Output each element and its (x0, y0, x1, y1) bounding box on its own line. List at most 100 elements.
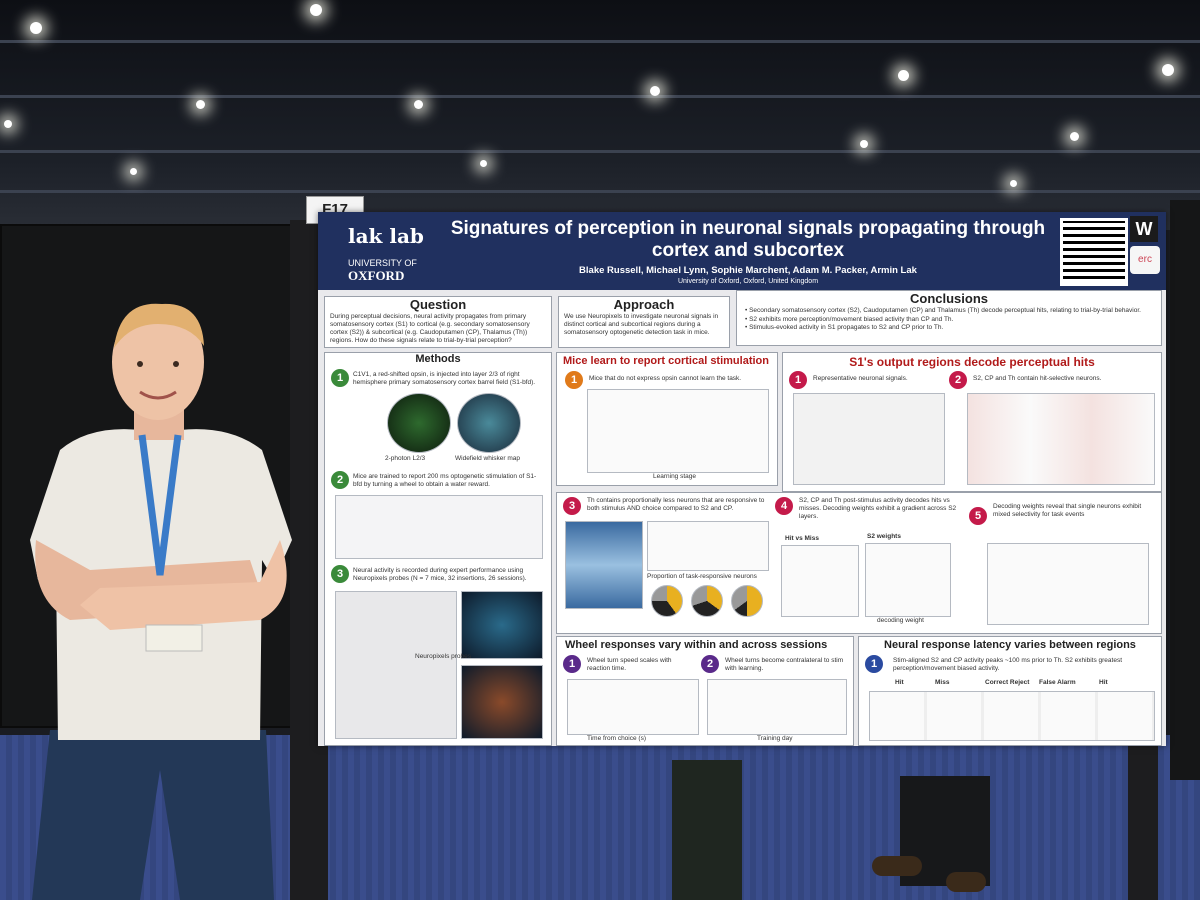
pie-chart-s2 (651, 585, 683, 617)
poster-board-right (1170, 200, 1200, 780)
conclusions-title: Conclusions (909, 291, 988, 306)
decoding-panels: 3 Th contains proportionally less neuron… (556, 492, 1162, 634)
latency-text: Stim-aligned S2 and CP activity peaks ~1… (893, 657, 1123, 672)
conclusion-item-text: Stimulus-evoked activity in S1 propagate… (749, 324, 944, 331)
wheel-title: Wheel responses vary within and across s… (565, 639, 828, 651)
poster-title: Signatures of perception in neuronal sig… (450, 218, 1046, 261)
conclusion-item-text: S2 exhibits more perception/movement bia… (749, 316, 954, 323)
mice-learn-xlabel: Learning stage (653, 473, 697, 480)
approach-title: Approach (613, 297, 675, 312)
shoe (872, 856, 922, 876)
conclusion-item: • Stimulus-evoked activity in S1 propaga… (745, 324, 944, 331)
wheel-xlabel-1: Time from choice (s) (587, 735, 646, 742)
approach-text: We use Neuropixels to investigate neuron… (564, 313, 719, 336)
proportion-label: Proportion of task-responsive neurons (647, 573, 757, 580)
poster-authors: Blake Russell, Michael Lynn, Sophie Marc… (579, 265, 917, 276)
panel-5-badge: 5 (969, 507, 987, 525)
poster-header (318, 212, 1166, 290)
latency-traces (869, 691, 1155, 741)
question-title: Question (409, 297, 467, 312)
panel-1-badge: 1 (565, 371, 583, 389)
s1-panel1-text: Representative neuronal signals. (813, 375, 908, 382)
methods-step1-text: C1V1, a red-shifted opsin, is injected i… (353, 371, 536, 386)
poster-affiliation: University of Oxford, Oxford, United Kin… (677, 278, 819, 285)
brain-atlas-image (461, 591, 543, 659)
latency-col: Miss (935, 679, 950, 686)
fig-label: Widefield whisker map (455, 455, 521, 462)
attendee-legs (672, 760, 742, 900)
wheel-contralateral-plot (707, 679, 847, 735)
question-text: During perceptual decisions, neural acti… (330, 313, 530, 344)
latency-section: Neural response latency varies between r… (858, 636, 1162, 746)
stim-choice-diagram (647, 521, 769, 571)
latency-col: Correct Reject (985, 679, 1030, 686)
learning-curve-plot (587, 389, 769, 473)
shoe (946, 872, 986, 892)
pie-chart-th (731, 585, 763, 617)
panel-4-badge: 4 (775, 497, 793, 515)
wheel-panel1-text: Wheel turn speed scales with reaction ti… (587, 657, 672, 672)
panel-2-badge: 2 (701, 655, 719, 673)
board-pole (1128, 740, 1158, 900)
probe-rig-diagram (335, 591, 457, 739)
funder-w-logo: W (1130, 216, 1158, 242)
latency-col: Hit (1099, 679, 1108, 686)
step-1-badge: 1 (331, 369, 349, 387)
conclusion-item: • Secondary somatosensory cortex (S2), C… (745, 307, 1141, 314)
s1-panel5-text: Decoding weights reveal that single neur… (993, 503, 1142, 518)
hit-selective-heatmaps (967, 393, 1155, 485)
decoding-accuracy-plot (781, 545, 859, 617)
panel-1-badge: 1 (563, 655, 581, 673)
wheel-xlabel-2: Training day (757, 735, 793, 742)
panel-3-badge: 3 (563, 497, 581, 515)
hit-vs-miss-label: Hit vs Miss (785, 535, 819, 542)
mice-learn-title: Mice learn to report cortical stimulatio… (563, 355, 769, 367)
decoding-weight-label: decoding weight (877, 617, 924, 624)
wheel-speed-plot (567, 679, 699, 735)
two-photon-image (387, 393, 451, 453)
pie-chart-cp (691, 585, 723, 617)
latency-col: False Alarm (1039, 679, 1076, 686)
mice-learn-section: Mice learn to report cortical stimulatio… (556, 352, 778, 486)
step-2-badge: 2 (331, 471, 349, 489)
panel-1-badge: 1 (865, 655, 883, 673)
qr-code-icon (1060, 218, 1128, 286)
presenter-person (30, 303, 292, 900)
s1-output-section: S1's output regions decode perceptual hi… (782, 352, 1162, 492)
brain-slice-image (461, 665, 543, 739)
erc-logo: erc (1130, 246, 1160, 274)
fig-label: Neuropixels probes (415, 653, 472, 660)
s1-output-title: S1's output regions decode perceptual hi… (849, 355, 1095, 369)
methods-step3-text: Neural activity is recorded during exper… (353, 567, 527, 582)
conclusions-section: Conclusions • Secondary somatosensory co… (736, 290, 1162, 346)
s1-panel3-text: Th contains proportionally less neurons … (587, 497, 765, 512)
widefield-map-image (457, 393, 521, 453)
latency-title: Neural response latency varies between r… (884, 639, 1136, 651)
neuronal-signals-figure (793, 393, 945, 485)
s1-panel4-text: S2, CP and Th post-stimulus activity dec… (799, 497, 957, 520)
methods-section: Methods 1 C1V1, a red-shifted opsin, is … (324, 352, 552, 746)
mice-learn-text: Mice that do not express opsin cannot le… (589, 375, 742, 382)
neuron-raster-heatmap (565, 521, 643, 609)
s2-weights-label: S2 weights (867, 533, 901, 540)
s2-weights-cdf-plot (865, 543, 951, 617)
exhibition-hall-ceiling (0, 0, 1200, 230)
oxford-logo: OXFORD (348, 268, 405, 283)
methods-title: Methods (415, 353, 461, 365)
research-poster: lak lab UNIVERSITY OF OXFORD Signatures … (318, 212, 1166, 746)
methods-step2-text: Mice are trained to report 200 ms optoge… (353, 473, 537, 488)
latency-col: Hit (895, 679, 904, 686)
panel-2-badge: 2 (949, 371, 967, 389)
s1-panel2-text: S2, CP and Th contain hit-selective neur… (973, 375, 1102, 382)
conclusion-item: • S2 exhibits more perception/movement b… (745, 316, 954, 323)
fig-label: 2-photon L2/3 (385, 455, 426, 462)
panel-1-badge: 1 (789, 371, 807, 389)
lak-lab-logo: lak lab (348, 224, 424, 248)
approach-section: Approach We use Neuropixels to investiga… (558, 296, 730, 348)
weights-histogram (987, 543, 1149, 625)
conclusion-item-text: Secondary somatosensory cortex (S2), Cau… (749, 307, 1141, 314)
step-3-badge: 3 (331, 565, 349, 583)
wheel-panel2-text: Wheel turns become contralateral to stim… (725, 657, 844, 672)
university-line: UNIVERSITY OF (348, 258, 417, 268)
wheel-section: Wheel responses vary within and across s… (556, 636, 854, 746)
